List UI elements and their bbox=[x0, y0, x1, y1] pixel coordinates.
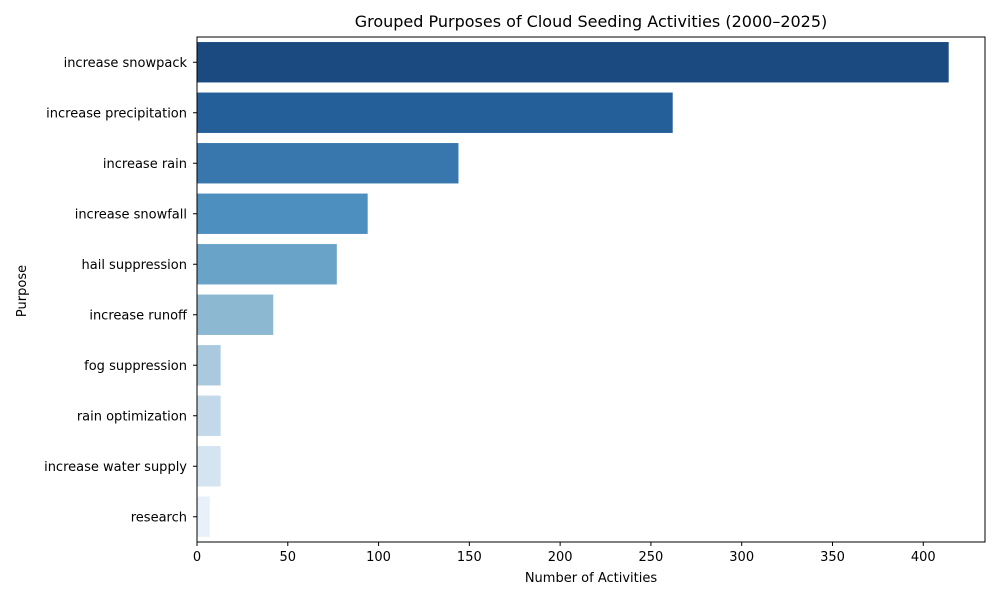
y-tick-label: research bbox=[131, 510, 187, 525]
bar-research bbox=[197, 496, 210, 537]
x-tick-label: 300 bbox=[729, 550, 754, 565]
bar-increase-runoff bbox=[197, 294, 274, 335]
chart-title: Grouped Purposes of Cloud Seeding Activi… bbox=[355, 12, 828, 31]
x-axis-ticks: 0 50 100 150 200 250 300 350 400 bbox=[193, 542, 936, 565]
x-tick-label: 200 bbox=[548, 550, 573, 565]
bars-group bbox=[197, 42, 949, 537]
x-axis-label: Number of Activities bbox=[525, 571, 658, 586]
bar-fog-suppression bbox=[197, 345, 221, 386]
bar-hail-suppression bbox=[197, 244, 337, 285]
y-tick-label: increase snowfall bbox=[75, 207, 187, 222]
x-tick-label: 350 bbox=[820, 550, 845, 565]
x-tick-label: 150 bbox=[457, 550, 482, 565]
y-axis-ticks: increase snowpack increase precipitation i… bbox=[44, 56, 197, 525]
x-tick-label: 400 bbox=[911, 550, 936, 565]
y-tick-label: increase rain bbox=[103, 157, 187, 172]
y-tick-label: increase precipitation bbox=[46, 106, 187, 121]
y-tick-label: fog suppression bbox=[84, 359, 187, 374]
bar-increase-water-supply bbox=[197, 446, 221, 487]
plot-frame bbox=[196, 36, 986, 543]
x-tick-label: 50 bbox=[280, 550, 297, 565]
y-tick-label: hail suppression bbox=[82, 258, 188, 273]
bar-increase-precipitation bbox=[197, 92, 673, 133]
y-tick-label: increase snowpack bbox=[64, 56, 188, 71]
y-tick-label: increase water supply bbox=[44, 460, 187, 475]
bar-increase-snowfall bbox=[197, 193, 368, 234]
x-tick-label: 0 bbox=[193, 550, 201, 565]
bar-increase-snowpack bbox=[197, 42, 949, 83]
y-tick-label: rain optimization bbox=[77, 409, 187, 424]
x-tick-label: 250 bbox=[639, 550, 664, 565]
x-tick-label: 100 bbox=[366, 550, 391, 565]
y-tick-label: increase runoff bbox=[89, 308, 188, 323]
bar-increase-rain bbox=[197, 143, 459, 184]
bar-rain-optimization bbox=[197, 395, 221, 436]
y-axis-label: Purpose bbox=[15, 265, 30, 317]
